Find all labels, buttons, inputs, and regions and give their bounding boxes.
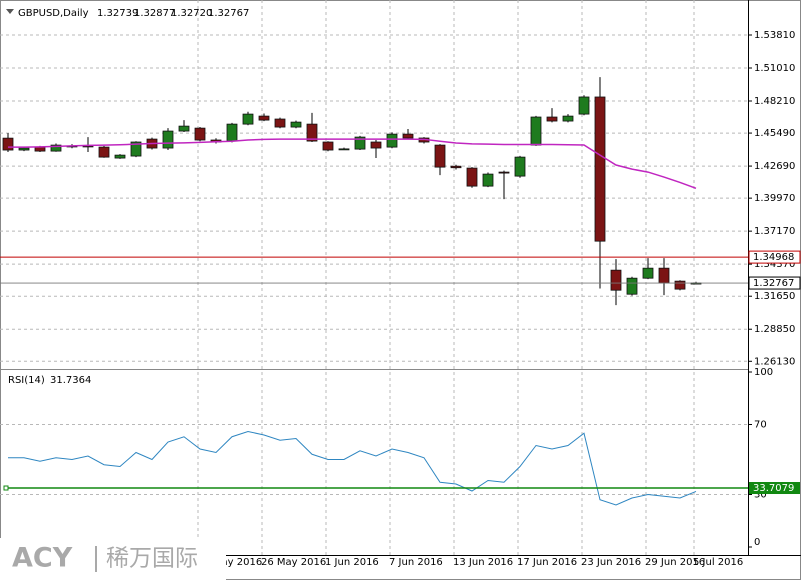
- candle-body: [354, 136, 366, 150]
- candle-body: [322, 141, 334, 151]
- candle-body: [34, 146, 46, 152]
- y-tick-label: 1.48210: [754, 96, 795, 107]
- x-tick-label: 1 Jun 2016: [325, 557, 379, 568]
- candle-body: [642, 267, 654, 279]
- candle-body: [306, 123, 318, 142]
- level-label: 1.34968: [753, 252, 794, 263]
- watermark-box: [0, 538, 226, 580]
- candle-body: [274, 118, 286, 128]
- y-tick-label: 0: [754, 537, 760, 548]
- candle-body: [562, 115, 574, 122]
- y-tick-label: 70: [754, 420, 767, 431]
- x-tick-label: 26 May 2016: [261, 557, 326, 568]
- y-tick-label: 1.26130: [754, 356, 795, 367]
- level-label: 33.7079: [753, 483, 794, 494]
- level-box: [749, 482, 800, 495]
- candle-body: [2, 137, 14, 151]
- candle-body: [626, 277, 638, 295]
- candle-body: [514, 156, 526, 177]
- level-handle: [3, 485, 9, 491]
- rsi-line: [8, 430, 697, 506]
- candle-body: [114, 154, 126, 159]
- x-tick-label: 17 Jun 2016: [517, 557, 577, 568]
- candle-body: [338, 148, 350, 151]
- candle-body: [482, 173, 494, 187]
- candle-body: [370, 141, 382, 149]
- level-box: [748, 250, 801, 264]
- header-low: 1.32720: [171, 8, 212, 19]
- y-tick-label: 100: [754, 367, 773, 378]
- candle-body: [178, 125, 190, 132]
- chart-title: GBPUSD,Daily: [18, 8, 89, 19]
- watermark-logo: ACY: [12, 543, 73, 574]
- candle-body: [402, 133, 414, 139]
- candle-body: [610, 269, 622, 291]
- x-tick-label: 20 May 2016: [197, 557, 262, 568]
- candle-body: [578, 96, 590, 115]
- header-high: 1.32877: [134, 8, 175, 19]
- candle-body: [466, 167, 478, 187]
- bid-label: 1.32767: [753, 278, 794, 289]
- y-tick-label: 1.42690: [754, 161, 795, 172]
- y-tick-label: 1.28850: [754, 324, 795, 335]
- candle-body: [290, 121, 302, 128]
- candle-body: [50, 144, 62, 152]
- candle-body: [450, 165, 462, 169]
- x-tick-label: 29 Jun 2016: [645, 557, 705, 568]
- x-tick-label: 7 Jun 2016: [389, 557, 443, 568]
- candle-body: [162, 130, 174, 149]
- y-tick-label: 1.45490: [754, 128, 795, 139]
- watermark-name: 稀万国际: [106, 546, 198, 572]
- candle-body: [594, 96, 606, 242]
- header-close: 1.32767: [208, 8, 249, 19]
- x-tick-label: 13 Jun 2016: [453, 557, 513, 568]
- x-tick-label: 5 Jul 2016: [693, 557, 743, 568]
- y-tick-label: 1.51010: [754, 63, 795, 74]
- candle-body: [226, 123, 238, 142]
- candle-body: [98, 146, 110, 158]
- candle-body: [674, 280, 686, 290]
- candle-body: [194, 127, 206, 141]
- y-tick-label: 30: [754, 490, 767, 501]
- candle-body: [258, 115, 270, 121]
- rsi-title: RSI(14): [8, 375, 45, 386]
- candle-body: [18, 147, 30, 151]
- bid-box: [748, 276, 801, 290]
- candle-body: [434, 144, 446, 168]
- y-tick-label: 1.34370: [754, 259, 795, 270]
- y-tick-label: 1.39970: [754, 193, 795, 204]
- y-tick-label: 1.53810: [754, 30, 795, 41]
- candle-body: [530, 116, 542, 146]
- plot: 1.53810 1.51010 1.48210 1.45490 1.42690 1.399…: [0, 0, 801, 568]
- header-icon: [6, 9, 14, 14]
- header-open: 1.32739: [97, 8, 138, 19]
- moving-average: [8, 138, 697, 190]
- x-tick-label: 23 Jun 2016: [581, 557, 641, 568]
- candle-body: [386, 133, 398, 148]
- y-tick-label: 1.37170: [754, 226, 795, 237]
- candle-body: [658, 267, 670, 284]
- y-tick-label: 1.31650: [754, 291, 795, 302]
- rsi-value: 31.7364: [50, 375, 91, 386]
- candle-body: [130, 141, 142, 157]
- candle-body: [242, 113, 254, 125]
- candle-body: [546, 116, 558, 122]
- candle-body: [498, 171, 510, 174]
